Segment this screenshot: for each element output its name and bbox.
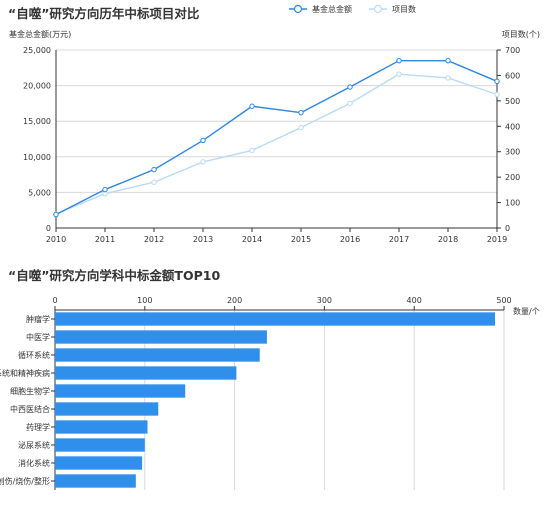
x-tick-label: 2015 [291, 235, 311, 244]
right-tick-label: 0 [505, 224, 510, 233]
series-point-项目数 [200, 159, 206, 165]
category-label: 创伤/烧伤/整形 [0, 476, 50, 486]
series-point-基金总金额 [494, 78, 500, 85]
legend-swatch-marker [373, 4, 383, 14]
series-point-基金总金额 [396, 57, 402, 64]
series-point-基金总金额 [445, 57, 451, 64]
bar-中医学 [55, 330, 267, 344]
chart2-title: “自噬”研究方向学科中标金额TOP10 [8, 268, 221, 283]
series-point-基金总金额 [347, 84, 353, 90]
series-point-项目数 [494, 91, 500, 98]
series-point-基金总金额 [102, 186, 108, 193]
series-point-项目数 [151, 179, 157, 185]
series-point-项目数 [249, 147, 255, 154]
right-tick-label: 300 [505, 148, 520, 157]
x-tick-label: 2014 [242, 235, 262, 244]
series-point-基金总金额 [249, 103, 255, 109]
category-label: 消化系统 [18, 458, 50, 468]
legend-label: 基金总金额 [312, 4, 352, 14]
x-tick-label: 100 [137, 296, 152, 305]
x-tick-label: 500 [496, 296, 511, 305]
category-label: 泌尿系统 [18, 440, 50, 450]
series-point-基金总金额 [151, 166, 157, 173]
category-label: 中医学 [26, 332, 50, 342]
chart1-series [53, 57, 500, 218]
series-line-项目数 [55, 73, 498, 215]
x-tick-label: 400 [407, 296, 422, 305]
x-tick-label: 300 [317, 296, 332, 305]
right-tick-label: 600 [505, 71, 520, 80]
x-tick-label: 2018 [438, 235, 458, 244]
chart1-title: “自噬”研究方向历年中标项目对比 [8, 6, 200, 21]
bar-循环系统 [55, 348, 260, 362]
left-tick-label: 20,000 [23, 82, 51, 91]
x-tick-label: 2010 [46, 235, 66, 244]
legend-label: 项目数 [392, 4, 416, 14]
bar-消化系统 [55, 456, 143, 470]
category-label: 神经系统和精神疾病 [0, 368, 50, 378]
category-label: 细胞生物学 [10, 386, 50, 396]
series-point-基金总金额 [298, 109, 304, 116]
category-label: 药理学 [26, 422, 50, 432]
left-axis-label: 基金总金额(万元) [9, 29, 71, 39]
x-tick-label: 200 [227, 296, 242, 305]
right-tick-label: 200 [505, 173, 520, 182]
right-tick-label: 500 [505, 97, 520, 106]
x-tick-label: 2012 [144, 235, 164, 244]
series-point-基金总金额 [53, 211, 59, 218]
series-point-项目数 [347, 100, 353, 107]
left-tick-label: 25,000 [23, 46, 51, 55]
left-tick-label: 10,000 [23, 153, 51, 162]
x-tick-label: 2019 [487, 235, 507, 244]
bar-神经系统和精神疾病 [55, 366, 237, 380]
x-unit-label: 数量/个 [513, 306, 540, 316]
series-point-项目数 [445, 75, 451, 81]
bar-chart: 0 100 200 300 400 500 肿瘤学中医学循环系统神经系统和精神疾病细胞生物学… [0, 296, 540, 490]
series-line-基金总金额 [55, 59, 498, 216]
chart2-bars [55, 312, 496, 488]
right-tick-label: 100 [505, 199, 520, 208]
x-tick-label: 2016 [340, 235, 360, 244]
line-chart: 基金总金额 项目数 基金总金额(万元) 项目数(个) 0 5,000 10,000 15… [9, 4, 540, 244]
bar-中西医结合 [55, 402, 159, 416]
right-axis-label: 项目数(个) [502, 29, 540, 39]
category-label: 肿瘤学 [26, 314, 50, 324]
left-tick-label: 5,000 [28, 188, 51, 197]
chart1-axes: 0 5,000 10,000 15,000 20,000 25,000 0 100 200 300… [23, 46, 520, 244]
left-tick-label: 15,000 [23, 117, 51, 126]
x-tick-label: 0 [52, 296, 57, 305]
x-tick-label: 2013 [193, 235, 213, 244]
series-point-基金总金额 [200, 137, 206, 144]
bar-细胞生物学 [55, 384, 186, 398]
chart1-legend[interactable]: 基金总金额 项目数 [289, 4, 416, 14]
right-tick-label: 400 [505, 122, 520, 131]
left-tick-label: 0 [46, 224, 51, 233]
category-label: 中西医结合 [10, 404, 50, 414]
chart1-gridlines [56, 49, 497, 229]
series-point-项目数 [396, 71, 402, 77]
bar-创伤/烧伤/整形 [55, 474, 136, 488]
right-tick-label: 700 [505, 46, 520, 55]
x-tick-label: 2011 [95, 235, 115, 244]
x-tick-label: 2017 [389, 235, 409, 244]
legend-swatch-marker [293, 4, 303, 14]
category-label: 循环系统 [18, 350, 50, 360]
bar-泌尿系统 [55, 438, 145, 452]
series-point-项目数 [298, 124, 304, 131]
bar-药理学 [55, 420, 148, 434]
bar-肿瘤学 [55, 312, 496, 326]
